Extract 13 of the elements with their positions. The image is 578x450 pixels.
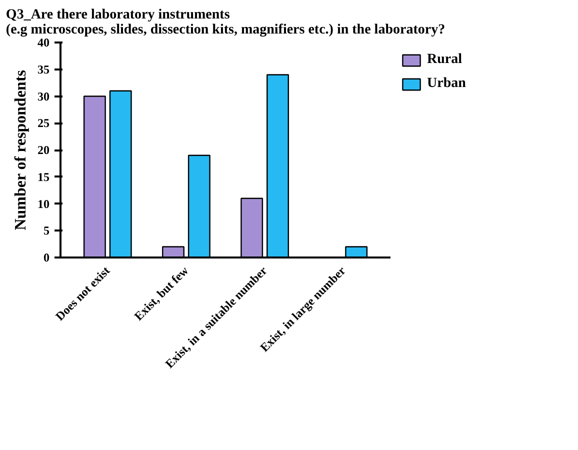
- chart-title: Q3_Are there laboratory instruments (e.g microscopes, slides, dissection kits, magnifiers etc.) in the laboratory?: [6, 8, 446, 38]
- y-tick-label: 25: [38, 116, 50, 130]
- y-tick-label: 20: [38, 143, 50, 157]
- y-tick-label: 10: [38, 196, 50, 211]
- y-tick-label: 40: [38, 36, 50, 50]
- y-tick-label: 30: [38, 89, 50, 104]
- legend-label: Rural: [427, 52, 462, 68]
- y-tick-label: 5: [44, 224, 50, 238]
- legend-label: Urban: [427, 76, 466, 92]
- y-axis-title: Number of respondents: [12, 70, 30, 230]
- y-tick-label: 0: [44, 250, 50, 264]
- y-tick-label: 35: [38, 62, 50, 76]
- y-tick-label: 15: [38, 170, 50, 184]
